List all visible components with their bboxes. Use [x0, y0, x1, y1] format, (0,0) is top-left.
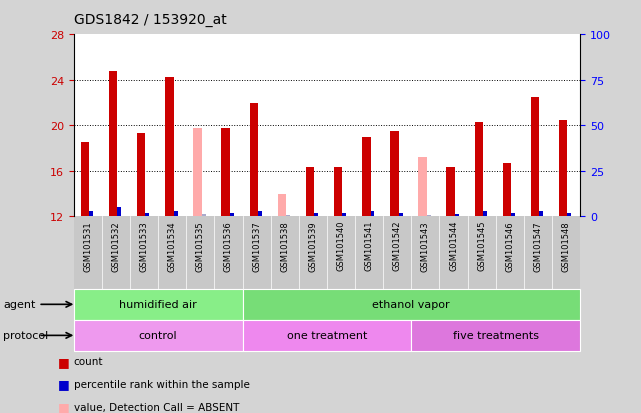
Text: GSM101533: GSM101533: [140, 221, 149, 271]
Text: GSM101534: GSM101534: [168, 221, 177, 271]
Bar: [342, 214, 346, 217]
Bar: [334, 168, 342, 217]
Text: GSM101543: GSM101543: [421, 221, 430, 271]
Bar: [567, 214, 571, 217]
Text: GSM101547: GSM101547: [533, 221, 542, 271]
Bar: [559, 120, 567, 217]
Bar: [474, 123, 483, 217]
Bar: [447, 168, 455, 217]
Bar: [89, 211, 93, 217]
Bar: [174, 211, 178, 217]
Bar: [370, 211, 374, 217]
Bar: [230, 214, 234, 217]
Bar: [455, 215, 459, 217]
Bar: [483, 211, 487, 217]
Bar: [314, 214, 318, 217]
Bar: [74, 289, 242, 320]
Text: control: control: [139, 330, 178, 341]
Text: GSM101538: GSM101538: [280, 221, 289, 271]
Text: GSM101542: GSM101542: [393, 221, 402, 271]
Text: percentile rank within the sample: percentile rank within the sample: [74, 379, 249, 389]
Text: GSM101535: GSM101535: [196, 221, 205, 271]
Bar: [427, 216, 431, 217]
Bar: [278, 194, 286, 217]
Text: GSM101537: GSM101537: [252, 221, 261, 271]
Text: value, Detection Call = ABSENT: value, Detection Call = ABSENT: [74, 402, 239, 412]
Bar: [258, 211, 262, 217]
Text: protocol: protocol: [3, 330, 49, 341]
Text: one treatment: one treatment: [287, 330, 367, 341]
Bar: [202, 215, 206, 217]
Text: GSM101539: GSM101539: [308, 221, 317, 271]
Bar: [194, 128, 202, 217]
Bar: [511, 214, 515, 217]
Bar: [539, 211, 544, 217]
Bar: [81, 143, 89, 217]
Text: humidified air: humidified air: [119, 299, 197, 310]
Bar: [531, 97, 539, 217]
Bar: [165, 78, 174, 217]
Bar: [74, 320, 242, 351]
Text: count: count: [74, 356, 103, 366]
Text: GSM101541: GSM101541: [365, 221, 374, 271]
Text: GSM101532: GSM101532: [112, 221, 121, 271]
Text: GSM101536: GSM101536: [224, 221, 233, 271]
Bar: [221, 128, 230, 217]
Bar: [503, 164, 511, 217]
Bar: [412, 320, 580, 351]
Bar: [306, 168, 314, 217]
Bar: [146, 214, 149, 217]
Bar: [390, 132, 399, 217]
Text: GSM101546: GSM101546: [505, 221, 514, 271]
Text: ethanol vapor: ethanol vapor: [372, 299, 450, 310]
Bar: [242, 320, 412, 351]
Bar: [399, 214, 403, 217]
Bar: [117, 208, 121, 217]
Text: ■: ■: [58, 377, 69, 391]
Bar: [242, 289, 580, 320]
Text: GSM101545: GSM101545: [477, 221, 486, 271]
Bar: [249, 103, 258, 217]
Text: agent: agent: [3, 299, 36, 310]
Bar: [419, 158, 427, 217]
Bar: [286, 216, 290, 217]
Text: ■: ■: [58, 400, 69, 413]
Text: GDS1842 / 153920_at: GDS1842 / 153920_at: [74, 13, 226, 27]
Text: GSM101548: GSM101548: [562, 221, 570, 271]
Text: GSM101540: GSM101540: [337, 221, 345, 271]
Text: GSM101544: GSM101544: [449, 221, 458, 271]
Text: five treatments: five treatments: [453, 330, 538, 341]
Bar: [137, 134, 146, 217]
Bar: [362, 137, 370, 217]
Bar: [109, 71, 117, 217]
Text: GSM101531: GSM101531: [83, 221, 92, 271]
Text: ■: ■: [58, 355, 69, 368]
